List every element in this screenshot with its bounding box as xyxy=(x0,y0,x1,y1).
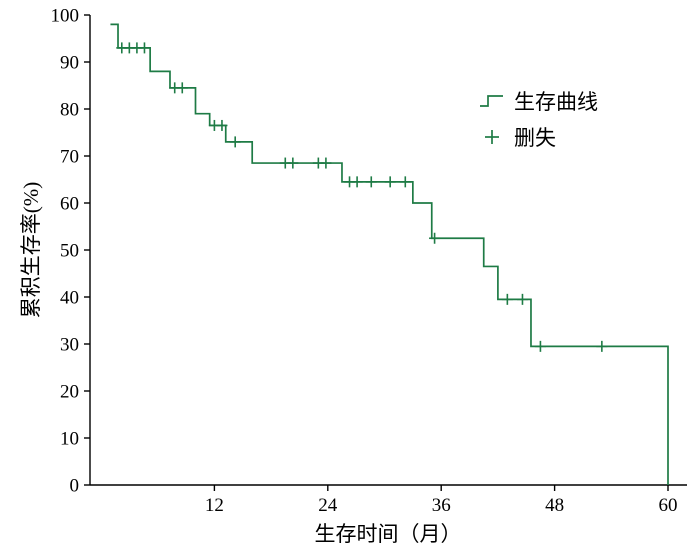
x-tick-label: 60 xyxy=(659,495,678,516)
legend: 生存曲线 删失 xyxy=(478,86,598,152)
y-tick-label: 20 xyxy=(60,382,79,403)
step-line-icon xyxy=(478,92,506,110)
x-tick-label: 24 xyxy=(318,495,338,516)
y-tick-label: 90 xyxy=(60,53,79,74)
y-tick-label: 50 xyxy=(60,241,79,262)
x-tick-label: 36 xyxy=(432,495,451,516)
legend-item-censored: 删失 xyxy=(478,122,598,152)
y-tick-label: 10 xyxy=(60,429,79,450)
legend-label-censored: 删失 xyxy=(514,126,556,150)
legend-label-survival-curve: 生存曲线 xyxy=(514,90,598,114)
x-axis-ticks: 12 24 36 48 60 xyxy=(205,485,678,516)
y-tick-label: 100 xyxy=(51,6,80,27)
y-tick-label: 0 xyxy=(70,476,80,497)
y-axis-ticks: 0 10 20 30 40 50 60 70 80 90 100 xyxy=(51,6,90,497)
x-axis-label: 生存时间（月） xyxy=(314,522,462,546)
y-tick-label: 60 xyxy=(60,194,79,215)
y-tick-label: 30 xyxy=(60,335,79,356)
y-axis-label: 累积生存率(%) xyxy=(19,181,43,319)
legend-item-survival-curve: 生存曲线 xyxy=(478,86,598,116)
y-tick-label: 40 xyxy=(60,288,79,309)
survival-curve xyxy=(110,23,669,485)
x-tick-label: 48 xyxy=(545,495,564,516)
censor-marks xyxy=(116,42,608,352)
y-tick-label: 70 xyxy=(60,147,79,168)
plus-icon xyxy=(478,128,506,146)
x-tick-label: 12 xyxy=(205,495,224,516)
y-tick-label: 80 xyxy=(60,100,79,121)
